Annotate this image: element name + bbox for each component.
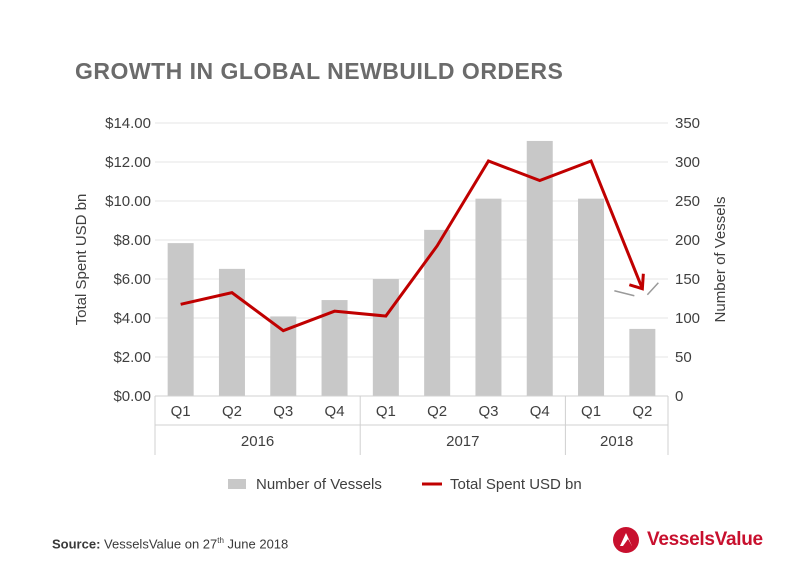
y-right-tick-label: 250 [675,193,700,210]
brand-name: VesselsValue [647,529,763,550]
bar [526,140,553,396]
x-tick-label: Q3 [478,403,498,420]
y-left-tick-label: $6.00 [113,271,151,288]
bar [578,198,605,396]
annotation-tick [614,290,635,297]
x-tick-label: Q1 [581,403,601,420]
y-right-tick-label: 100 [675,310,700,327]
legend-bar-swatch [228,479,246,489]
source-superscript: th [217,536,224,545]
x-tick-label: Q2 [427,403,447,420]
source-label: Source: [52,536,101,552]
x-tick-label: Q2 [222,403,242,420]
legend-bar-label: Number of Vessels [256,476,382,493]
y-left-tick-label: $2.00 [113,349,151,366]
brand-logo: VesselsValue [612,525,763,555]
y-right-tick-label: 150 [675,271,700,288]
x-group-label: 2018 [600,433,633,450]
x-tick-label: Q4 [530,403,550,420]
bar [167,243,194,396]
line-series [180,159,644,333]
bar [372,279,399,396]
y-left-tick-label: $8.00 [113,232,151,249]
bar [218,268,245,396]
chart-title: GROWTH IN GLOBAL NEWBUILD ORDERS [75,58,564,84]
y-right-axis-label: Number of Vessels [712,197,729,323]
y-left-tick-label: $0.00 [113,388,151,405]
x-tick-label: Q4 [325,403,345,420]
x-group-label: 2016 [241,433,274,450]
bar [475,198,502,396]
x-tick-label: Q1 [376,403,396,420]
source-text: VesselsValue on 27 [100,536,218,552]
legend-line-label: Total Spent USD bn [450,476,582,493]
x-tick-label: Q2 [632,403,652,420]
y-left-tick-label: $10.00 [105,193,151,210]
y-left-tick-label: $12.00 [105,154,151,171]
x-group-label: 2017 [446,433,479,450]
brand-logo-icon [613,527,639,553]
y-right-tick-label: 350 [675,115,700,132]
x-tick-label: Q1 [171,403,191,420]
y-left-axis-label: Total Spent USD bn [73,194,90,326]
y-right-tick-label: 50 [675,349,692,366]
annotation-tick [646,282,659,296]
y-right-tick-label: 200 [675,232,700,249]
y-right-tick-label: 300 [675,154,700,171]
y-left-tick-label: $4.00 [113,310,151,327]
x-tick-label: Q3 [273,403,293,420]
y-right-tick-label: 0 [675,388,683,405]
line-series-arrowhead [628,273,645,291]
source-note: Source: VesselsValue on 27th June 2018 [52,536,288,551]
bar [424,229,451,396]
y-left-tick-label: $14.00 [105,115,151,132]
bar [629,328,656,396]
source-text-after: June 2018 [223,536,289,552]
